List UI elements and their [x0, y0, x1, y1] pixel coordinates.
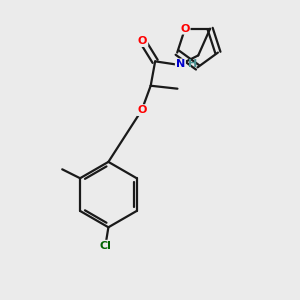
Text: O: O	[137, 105, 146, 115]
Text: O: O	[180, 24, 190, 34]
Text: Cl: Cl	[100, 241, 111, 251]
Text: N: N	[176, 59, 185, 69]
Text: O: O	[138, 36, 147, 46]
Text: H: H	[188, 59, 197, 69]
